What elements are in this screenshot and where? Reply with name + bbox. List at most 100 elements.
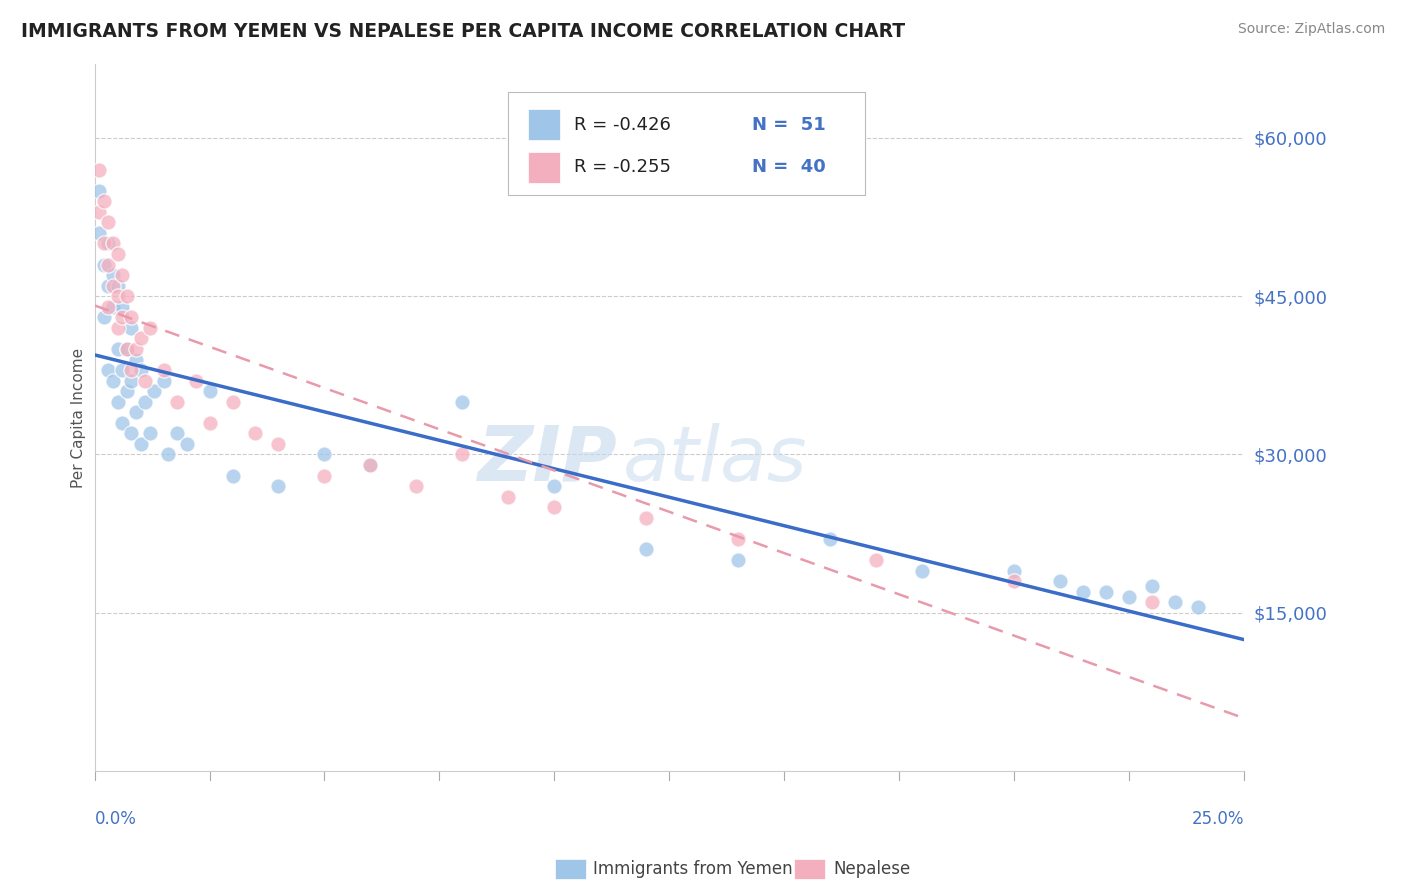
Point — [89, 226, 111, 240]
Text: 0.0%: 0.0% — [94, 810, 136, 828]
Point — [111, 363, 134, 377]
Point — [314, 468, 336, 483]
Point — [198, 384, 221, 399]
Point — [125, 352, 148, 367]
Point — [89, 204, 111, 219]
Point — [129, 437, 152, 451]
Point — [107, 278, 129, 293]
Point — [727, 532, 749, 546]
Point — [107, 321, 129, 335]
Text: ZIP: ZIP — [478, 423, 617, 497]
Point — [1095, 584, 1118, 599]
Text: N =  51: N = 51 — [752, 115, 825, 134]
Point — [97, 278, 120, 293]
Point — [101, 268, 124, 282]
Point — [111, 310, 134, 325]
Point — [1049, 574, 1071, 588]
Point — [818, 532, 841, 546]
Point — [451, 394, 474, 409]
Point — [139, 426, 162, 441]
Point — [120, 374, 142, 388]
Point — [543, 479, 565, 493]
Text: N =  40: N = 40 — [752, 159, 825, 177]
Point — [1187, 600, 1209, 615]
Text: Immigrants from Yemen: Immigrants from Yemen — [593, 860, 793, 878]
Point — [1140, 595, 1163, 609]
Point — [245, 426, 267, 441]
Point — [451, 448, 474, 462]
Point — [89, 162, 111, 177]
Point — [176, 437, 198, 451]
Text: atlas: atlas — [623, 423, 808, 497]
Point — [636, 542, 658, 557]
Point — [115, 289, 138, 303]
Point — [1002, 574, 1025, 588]
Point — [115, 342, 138, 356]
Text: Source: ZipAtlas.com: Source: ZipAtlas.com — [1237, 22, 1385, 37]
Point — [111, 268, 134, 282]
Point — [101, 278, 124, 293]
Point — [107, 342, 129, 356]
Point — [1002, 564, 1025, 578]
Point — [129, 363, 152, 377]
Point — [166, 394, 188, 409]
Point — [911, 564, 934, 578]
Point — [101, 236, 124, 251]
Point — [97, 215, 120, 229]
Point — [152, 374, 174, 388]
Point — [166, 426, 188, 441]
Point — [152, 363, 174, 377]
FancyBboxPatch shape — [509, 93, 865, 194]
Point — [359, 458, 381, 472]
Point — [125, 405, 148, 419]
Point — [314, 448, 336, 462]
Point — [865, 553, 887, 567]
Point — [97, 258, 120, 272]
Point — [111, 300, 134, 314]
Point — [1140, 579, 1163, 593]
Point — [184, 374, 207, 388]
Text: R = -0.426: R = -0.426 — [574, 115, 671, 134]
Point — [221, 468, 243, 483]
Point — [93, 194, 115, 209]
Text: Nepalese: Nepalese — [834, 860, 911, 878]
Point — [101, 300, 124, 314]
Point — [134, 374, 156, 388]
Point — [221, 394, 243, 409]
Point — [97, 363, 120, 377]
Point — [97, 300, 120, 314]
Point — [157, 448, 180, 462]
Point — [97, 236, 120, 251]
Point — [498, 490, 520, 504]
Point — [359, 458, 381, 472]
Y-axis label: Per Capita Income: Per Capita Income — [72, 348, 86, 488]
Point — [115, 384, 138, 399]
Point — [93, 236, 115, 251]
Point — [89, 184, 111, 198]
Point — [120, 310, 142, 325]
Text: 25.0%: 25.0% — [1191, 810, 1244, 828]
Point — [107, 247, 129, 261]
Point — [107, 394, 129, 409]
Point — [139, 321, 162, 335]
Point — [267, 479, 290, 493]
Point — [727, 553, 749, 567]
Point — [120, 321, 142, 335]
Point — [120, 426, 142, 441]
FancyBboxPatch shape — [527, 109, 560, 140]
Point — [543, 500, 565, 515]
Point — [93, 310, 115, 325]
Text: IMMIGRANTS FROM YEMEN VS NEPALESE PER CAPITA INCOME CORRELATION CHART: IMMIGRANTS FROM YEMEN VS NEPALESE PER CA… — [21, 22, 905, 41]
Point — [120, 363, 142, 377]
Point — [198, 416, 221, 430]
Point — [115, 342, 138, 356]
Point — [134, 394, 156, 409]
FancyBboxPatch shape — [527, 152, 560, 184]
Point — [107, 289, 129, 303]
Point — [93, 258, 115, 272]
Point — [129, 331, 152, 345]
Point — [101, 374, 124, 388]
Point — [1118, 590, 1140, 604]
Point — [143, 384, 166, 399]
Point — [1071, 584, 1094, 599]
